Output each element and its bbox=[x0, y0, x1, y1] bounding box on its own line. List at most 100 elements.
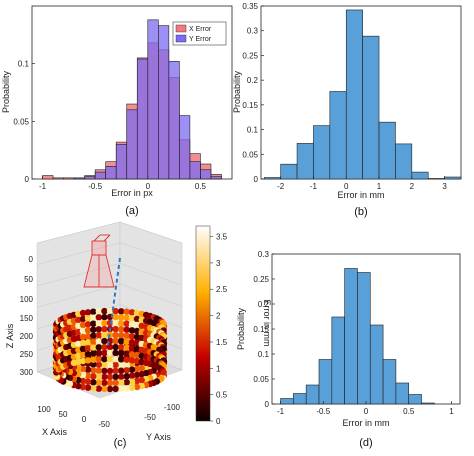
error-point bbox=[95, 350, 103, 357]
panel-c-colorbar-label: Error in mm bbox=[262, 300, 272, 347]
error-point bbox=[118, 356, 125, 363]
panel-b-ytick-label: 0.15 bbox=[242, 101, 258, 110]
error-point bbox=[128, 315, 136, 322]
panel-a: -1 -0.5 0 0.5 0 0.05 0.1 X Error Y Error Error… bbox=[1, 5, 233, 217]
panel-a-legend: X Error Y Error bbox=[172, 21, 227, 46]
bar-y-error bbox=[210, 176, 222, 180]
error-point bbox=[128, 366, 136, 373]
error-point bbox=[118, 344, 125, 351]
bar bbox=[280, 163, 298, 180]
error-point bbox=[95, 338, 103, 345]
error-point bbox=[90, 326, 97, 333]
error-point bbox=[90, 350, 97, 357]
bar bbox=[329, 91, 347, 180]
error-point bbox=[95, 356, 103, 363]
colorbar-tick-label: 3 bbox=[216, 259, 221, 268]
error-point bbox=[84, 309, 92, 316]
error-point bbox=[95, 385, 103, 392]
bar bbox=[421, 402, 435, 405]
bar bbox=[296, 143, 314, 180]
error-point bbox=[84, 315, 92, 322]
grid-line bbox=[119, 242, 183, 265]
panel-b-xtick-label: -1 bbox=[310, 182, 318, 191]
error-point bbox=[118, 332, 125, 339]
panel-d-xtick-label: 1 bbox=[449, 407, 454, 416]
error-point bbox=[84, 339, 92, 346]
error-point bbox=[79, 327, 87, 335]
error-point bbox=[101, 307, 108, 315]
error-point bbox=[133, 371, 141, 379]
error-point bbox=[101, 331, 108, 339]
error-point bbox=[106, 379, 114, 387]
panel-c-pole bbox=[107, 257, 121, 346]
error-point bbox=[106, 307, 114, 315]
bar bbox=[395, 382, 410, 405]
error-point bbox=[95, 308, 103, 315]
bar bbox=[331, 316, 345, 405]
error-point bbox=[90, 314, 97, 321]
error-point bbox=[101, 343, 108, 351]
error-point bbox=[90, 373, 97, 380]
panel-b-xtick-label: 1 bbox=[377, 182, 382, 191]
panel-d-ytick-label: 0 bbox=[265, 400, 270, 409]
error-point bbox=[118, 361, 125, 368]
panel-a-ylabel: Probability bbox=[1, 70, 11, 113]
error-point bbox=[112, 325, 119, 333]
x-tick-label: 50 bbox=[59, 410, 68, 419]
colorbar-tick-label: 1.5 bbox=[216, 338, 228, 347]
error-point bbox=[118, 379, 125, 386]
panel-d-ytick-label: 0.05 bbox=[253, 375, 269, 384]
error-point bbox=[128, 384, 136, 391]
legend-box bbox=[172, 21, 227, 46]
bar bbox=[345, 9, 363, 180]
bar-y-error bbox=[158, 25, 170, 180]
error-point bbox=[95, 379, 103, 386]
panel-d-xtick-label: -0.5 bbox=[316, 407, 330, 416]
error-point bbox=[95, 373, 103, 380]
z-tick-label: 250 bbox=[20, 350, 34, 359]
panel-a-xlabel: Error in px bbox=[111, 188, 153, 198]
panel-d-xtick-label: 0.5 bbox=[403, 407, 415, 416]
panel-d-ytick-label: 0.3 bbox=[258, 250, 270, 259]
error-point bbox=[106, 349, 114, 357]
panel-d-xtick-label: 0 bbox=[364, 407, 369, 416]
error-point bbox=[112, 337, 119, 345]
error-point bbox=[90, 338, 97, 345]
panel-b-xtick-label: 2 bbox=[410, 182, 415, 191]
error-point bbox=[128, 378, 136, 385]
bar bbox=[395, 143, 413, 180]
colorbar-tick-label: 0 bbox=[216, 417, 221, 426]
legend-label-y-error: Y Error bbox=[189, 36, 212, 43]
error-point bbox=[101, 337, 108, 345]
error-point bbox=[118, 314, 125, 321]
error-point bbox=[90, 344, 97, 351]
error-point bbox=[118, 308, 125, 315]
bar-y-error bbox=[115, 144, 128, 180]
panel-b-ticks: -2 -1 0 1 2 3 0 0.05 0.1 0.15 0.2 0.25 0.3 0.35 bbox=[242, 2, 447, 191]
error-point bbox=[106, 373, 114, 381]
error-point bbox=[101, 325, 108, 333]
panel-a-xtick-label: -1 bbox=[39, 182, 47, 191]
error-point bbox=[84, 327, 92, 334]
error-point bbox=[101, 385, 108, 393]
panel-b-xtick-label: 0 bbox=[344, 182, 349, 191]
z-tick-label: 50 bbox=[24, 275, 33, 284]
bar bbox=[411, 171, 429, 180]
bar bbox=[318, 359, 333, 405]
colorbar-tick-label: 3.5 bbox=[216, 233, 228, 242]
x-tick-label: 100 bbox=[37, 405, 51, 414]
error-point bbox=[95, 367, 103, 374]
panel-d-ytick-label: 0.2 bbox=[258, 300, 270, 309]
grid-line bbox=[119, 263, 183, 286]
error-point bbox=[79, 315, 87, 323]
panel-a-ticks: -1 -0.5 0 0.5 0 0.05 0.1 bbox=[13, 60, 206, 191]
panel-b-ytick-label: 0.35 bbox=[242, 2, 258, 11]
panel-a-xtick-label: 0 bbox=[146, 182, 151, 191]
panel-a-caption: (a) bbox=[125, 205, 138, 217]
legend-swatch-y-error bbox=[175, 34, 187, 43]
legend-swatch-x-error bbox=[175, 24, 187, 33]
error-point bbox=[123, 361, 130, 368]
bar bbox=[378, 121, 396, 180]
error-point bbox=[90, 385, 97, 392]
panel-d-xtick-label: -1 bbox=[277, 407, 285, 416]
